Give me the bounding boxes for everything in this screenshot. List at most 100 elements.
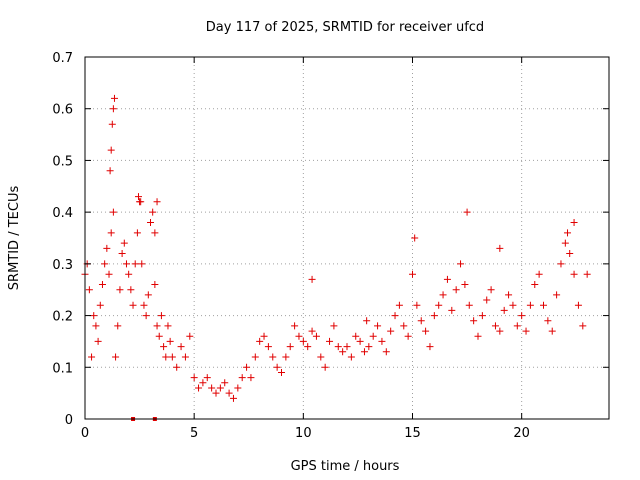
data-point (513, 322, 521, 330)
data-point (369, 332, 377, 340)
x-tick-label: 10 (295, 426, 312, 441)
data-point (251, 353, 259, 361)
data-point (120, 239, 128, 247)
data-point (430, 312, 438, 320)
data-point (356, 337, 364, 345)
data-point (162, 353, 170, 361)
data-point (391, 312, 399, 320)
data-point (133, 229, 141, 237)
data-point (463, 208, 471, 216)
data-point (269, 353, 277, 361)
data-point (404, 332, 412, 340)
data-point (229, 394, 237, 402)
data-point (295, 332, 303, 340)
data-point (561, 239, 569, 247)
data-point (157, 312, 165, 320)
y-tick-label: 0.6 (52, 103, 73, 118)
data-point (343, 343, 351, 351)
data-point (334, 343, 342, 351)
data-point (273, 363, 281, 371)
data-point (522, 327, 530, 335)
data-point (321, 363, 329, 371)
data-point (112, 353, 120, 361)
data-point (234, 384, 242, 392)
x-tick-labels: 0 5 10 15 20 (81, 426, 530, 441)
data-point (505, 291, 513, 299)
x-axis-label: GPS time / hours (291, 459, 400, 474)
data-point (531, 281, 539, 289)
grid (85, 57, 609, 419)
data-point (439, 291, 447, 299)
data-point (409, 270, 416, 278)
data-point (579, 322, 587, 330)
data-point (186, 332, 194, 340)
data-point (256, 337, 264, 345)
y-tick-label: 0.3 (52, 258, 73, 273)
data-point (243, 363, 251, 371)
data-point (131, 260, 139, 268)
chart-title: Day 117 of 2025, SRMTID for receiver ufc… (206, 20, 484, 35)
data-point (483, 296, 491, 304)
data-point (518, 312, 526, 320)
data-point (94, 337, 102, 345)
data-point (212, 389, 220, 397)
data-point (566, 250, 574, 258)
data-point (203, 374, 211, 382)
data-point (142, 312, 150, 320)
data-point (101, 260, 109, 268)
data-point (426, 343, 434, 351)
data-point (110, 94, 118, 102)
data-point (208, 384, 216, 392)
data-point (160, 343, 168, 351)
data-point (583, 270, 591, 278)
data-point (153, 198, 161, 206)
data-point (570, 270, 578, 278)
data-point (330, 322, 338, 330)
data-point (496, 244, 504, 252)
data-point (326, 337, 334, 345)
data-point (177, 343, 185, 351)
data-point (138, 260, 146, 268)
data-point (125, 270, 133, 278)
data-point (153, 322, 161, 330)
data-point (304, 343, 312, 351)
data-point (282, 353, 290, 361)
data-point (122, 260, 130, 268)
data-point (166, 337, 174, 345)
data-point (363, 317, 371, 325)
data-point (500, 306, 508, 314)
y-tick-label: 0.5 (52, 154, 73, 169)
data-point (108, 120, 116, 128)
data-point (190, 374, 198, 382)
data-point (544, 317, 552, 325)
data-point (299, 337, 307, 345)
data-point (96, 301, 104, 309)
data-point (147, 218, 154, 226)
data-point (106, 167, 114, 175)
data-point (181, 353, 189, 361)
data-point (118, 250, 126, 258)
data-point (195, 384, 203, 392)
data-point (107, 229, 115, 237)
data-point (470, 317, 478, 325)
data-point (278, 368, 285, 376)
data-point (487, 286, 495, 294)
data-point (151, 281, 159, 289)
data-point (90, 312, 98, 320)
data-point (548, 327, 556, 335)
data-point (317, 353, 325, 361)
data-point (435, 301, 443, 309)
data-point (347, 353, 355, 361)
data-points (81, 94, 591, 421)
data-point (365, 343, 373, 351)
x-tick-label: 0 (81, 426, 89, 441)
data-point (400, 322, 408, 330)
y-tick-label: 0.7 (52, 51, 73, 66)
x-tick-label: 15 (404, 426, 421, 441)
data-point (137, 198, 145, 206)
data-point (448, 306, 456, 314)
data-point (129, 301, 137, 309)
data-point (422, 327, 430, 335)
data-point (164, 322, 172, 330)
